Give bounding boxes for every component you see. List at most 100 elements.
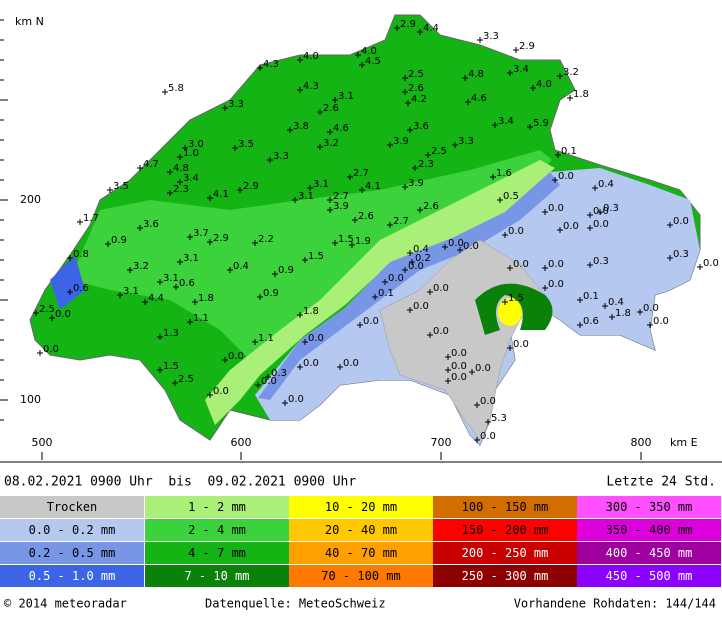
station-marker <box>542 209 548 215</box>
station-marker <box>337 364 343 370</box>
station-marker <box>527 124 533 130</box>
station-value: 1.0 <box>183 148 199 159</box>
legend-label: 0.2 - 0.5 mm <box>29 546 116 560</box>
stations: 2.9 4.43.32.94.04.0 4.54.32.5 4.8 3.4 3.24.01… <box>33 19 719 443</box>
station-value: 2.7 <box>333 191 349 202</box>
station-value: 2.5 <box>408 69 424 80</box>
zone-7-10 <box>475 283 553 335</box>
station-marker <box>402 184 408 190</box>
station-marker <box>697 264 703 270</box>
station-value: 1.8 <box>198 293 214 304</box>
station-value: 4.4 <box>423 23 439 34</box>
station-marker <box>37 350 43 356</box>
station-marker <box>442 244 448 250</box>
station-value: 0.0 <box>261 376 277 387</box>
station-marker <box>359 187 365 193</box>
station-value: 0.3 <box>603 203 619 214</box>
zone-1-2 <box>205 160 555 425</box>
station-marker <box>287 127 293 133</box>
station-value: 3.2 <box>133 261 149 272</box>
station-value: 2.9 <box>243 181 259 192</box>
station-value: 0.4 <box>598 179 614 190</box>
station-value: 3.6 <box>413 121 429 132</box>
station-marker <box>445 378 451 384</box>
station-value: 0.9 <box>263 288 279 299</box>
station-marker <box>387 222 393 228</box>
station-value: 0.4 <box>413 244 429 255</box>
zone-10-20 <box>498 298 522 326</box>
station-value: 4.2 <box>411 94 427 105</box>
station-marker <box>445 367 451 373</box>
station-marker <box>647 322 653 328</box>
station-value: 3.2 <box>563 67 579 78</box>
station-marker <box>317 144 323 150</box>
legend-label: 450 - 500 mm <box>606 569 693 583</box>
station-marker <box>427 289 433 295</box>
station-marker <box>297 87 303 93</box>
station-value: 0.4 <box>233 261 249 272</box>
legend-swatch <box>145 496 289 518</box>
station-marker <box>297 57 303 63</box>
copyright: © 2014 meteoradar <box>4 597 127 611</box>
station-marker <box>172 380 178 386</box>
station-marker <box>349 242 355 248</box>
station-marker <box>177 179 183 185</box>
legend-label: 350 - 400 mm <box>606 523 693 537</box>
station-marker <box>667 255 673 261</box>
station-value: 3.1 <box>338 91 354 102</box>
station-marker <box>137 225 143 231</box>
station-value: 0.0 <box>703 258 719 269</box>
station-value: 0.5 <box>503 191 519 202</box>
station-value: 1.1 <box>193 313 209 324</box>
station-marker <box>587 225 593 231</box>
station-value: 4.6 <box>471 93 487 104</box>
station-marker <box>477 37 483 43</box>
station-value: 3.1 <box>163 273 179 284</box>
station-value: 0.0 <box>643 303 659 314</box>
legend-swatch <box>577 496 721 518</box>
station-value: 1.5 <box>338 234 354 245</box>
station-value: 1.6 <box>496 168 512 179</box>
station-marker <box>332 240 338 246</box>
station-value: 2.7 <box>393 216 409 227</box>
station-value: 0.8 <box>73 249 89 260</box>
station-marker <box>492 122 498 128</box>
zone-02-05 <box>258 172 560 400</box>
station-value: 3.1 <box>183 253 199 264</box>
station-value: 3.0 <box>188 139 204 150</box>
period: 08.02.2021 0900 Uhr bis 09.02.2021 0900 … <box>4 475 356 490</box>
station-marker <box>207 195 213 201</box>
station-value: 3.6 <box>143 219 159 230</box>
station-value: 2.6 <box>323 103 339 114</box>
station-marker <box>372 294 378 300</box>
station-marker <box>457 247 463 253</box>
legend-swatch <box>0 496 144 518</box>
station-value: 0.0 <box>413 301 429 312</box>
station-marker <box>297 312 303 318</box>
legend-swatch <box>0 519 144 541</box>
station-value: 2.9 <box>400 19 416 30</box>
station-marker <box>117 292 123 298</box>
station-marker <box>352 217 358 223</box>
station-marker <box>327 207 333 213</box>
station-marker <box>77 219 83 225</box>
legend-swatch <box>433 519 577 541</box>
station-marker <box>67 289 73 295</box>
station-value: 0.0 <box>228 351 244 362</box>
station-value: 4.7 <box>143 159 159 170</box>
station-value: 2.3 <box>173 184 189 195</box>
station-value: 1.5 <box>508 293 524 304</box>
station-value: 0.0 <box>548 203 564 214</box>
station-value: 0.6 <box>583 316 599 327</box>
station-marker <box>302 257 308 263</box>
station-marker <box>507 345 513 351</box>
station-value: 3.8 <box>293 121 309 132</box>
station-marker <box>407 250 413 256</box>
station-marker <box>355 52 361 58</box>
station-marker <box>173 284 179 290</box>
station-marker <box>417 207 423 213</box>
station-value: 4.0 <box>361 46 377 57</box>
station-marker <box>33 310 39 316</box>
